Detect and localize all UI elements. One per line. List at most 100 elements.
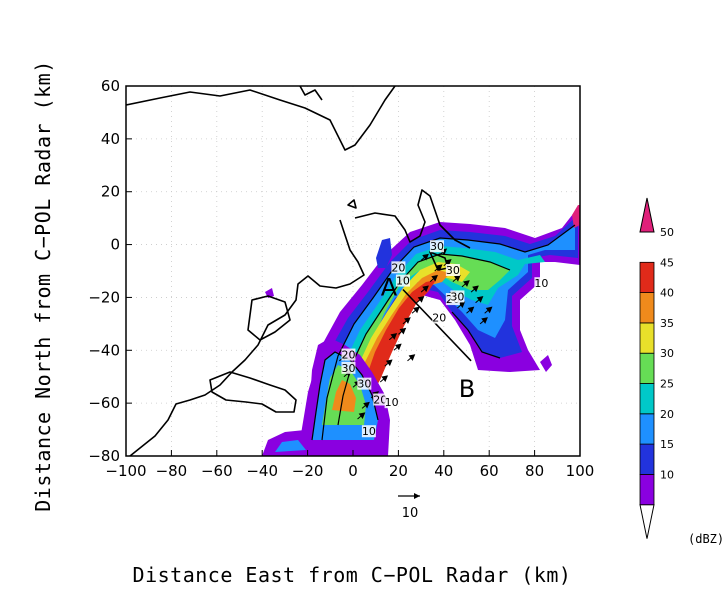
cross-section-start-label: A bbox=[381, 274, 398, 302]
echo-isolated-a bbox=[376, 238, 392, 268]
contour-label-bg bbox=[429, 240, 444, 253]
wind-arrow-head bbox=[381, 375, 389, 383]
y-tick-label: −40 bbox=[88, 341, 120, 359]
wind-arrow-head bbox=[435, 264, 443, 272]
coastline bbox=[126, 86, 471, 456]
contour-label: 30 bbox=[450, 290, 464, 303]
reference-vector-label: 10 bbox=[402, 506, 419, 521]
echo-isolated-b bbox=[540, 355, 552, 372]
x-axis-ticks: −100 −80 −60 −40 −20 0 20 40 60 80 100 bbox=[105, 450, 594, 480]
colorbar: 10 15 20 25 30 35 40 45 50 bbox=[639, 197, 674, 539]
contour-label-bg bbox=[450, 290, 465, 303]
wind-arrow-head bbox=[358, 412, 366, 420]
colorbar-tick-label: 20 bbox=[660, 408, 674, 421]
contour-label-bg bbox=[341, 361, 356, 374]
colorbar-tick-label: 15 bbox=[660, 438, 674, 451]
colorbar-bin bbox=[639, 197, 655, 233]
contour-label: 10 bbox=[396, 275, 410, 288]
colorbar-bin bbox=[639, 504, 655, 539]
echo-25dbz bbox=[330, 246, 545, 430]
contour-label: 10 bbox=[534, 277, 548, 290]
contour-label: 30 bbox=[341, 362, 355, 375]
colorbar-tick-label: 50 bbox=[660, 226, 674, 239]
contour-label: 20 bbox=[341, 349, 355, 362]
colorbar-tick-label: 35 bbox=[660, 317, 674, 330]
reference-vector: 10 bbox=[398, 493, 420, 521]
x-tick-label: 40 bbox=[434, 462, 453, 480]
x-tick-label: 100 bbox=[566, 462, 595, 480]
y-tick-label: 0 bbox=[110, 236, 120, 254]
wind-arrow-head bbox=[463, 280, 470, 287]
colorbar-bin bbox=[639, 292, 655, 324]
reference-vector-head bbox=[414, 493, 420, 499]
contour-label-bg bbox=[395, 274, 410, 287]
contour-label: 10 bbox=[385, 396, 399, 409]
x-tick-label: 20 bbox=[389, 462, 408, 480]
contour-label-bg bbox=[432, 311, 447, 324]
wind-arrow-head bbox=[458, 301, 466, 309]
wind-arrow-head bbox=[481, 317, 488, 324]
y-tick-label: 20 bbox=[101, 183, 120, 201]
wind-arrow-head bbox=[399, 327, 407, 335]
wind-arrow-head bbox=[390, 333, 398, 340]
colorbar-bin bbox=[639, 261, 655, 293]
echo-ne-edge bbox=[572, 205, 580, 228]
contour-label: 20 bbox=[432, 312, 446, 325]
wind-arrow-head bbox=[404, 317, 411, 324]
contour-label-bg bbox=[361, 425, 376, 438]
x-tick-label: −100 bbox=[105, 462, 146, 480]
y-tick-label: −80 bbox=[88, 447, 120, 465]
wind-arrow-head bbox=[472, 285, 479, 293]
contour-labels: 3020103010203020203030201010 bbox=[341, 240, 549, 438]
cross-section-end-label: B bbox=[459, 375, 475, 403]
wind-arrow-head bbox=[422, 285, 429, 293]
colorbar-tick-label: 25 bbox=[660, 378, 674, 391]
wind-arrow-head bbox=[476, 296, 484, 303]
x-tick-label: −20 bbox=[292, 462, 324, 480]
contour-label: 20 bbox=[373, 394, 387, 407]
contour-label-bg bbox=[534, 277, 549, 290]
x-axis-label: Distance East from C−POL Radar (km) bbox=[133, 563, 572, 587]
colorbar-bin bbox=[639, 413, 655, 445]
wind-arrow-head bbox=[385, 359, 393, 367]
wind-arrow-head bbox=[408, 354, 416, 361]
contour-label: 10 bbox=[362, 425, 376, 438]
contour-label: 30 bbox=[446, 264, 460, 277]
contour-label: 30 bbox=[357, 378, 371, 391]
contour-label-bg bbox=[445, 264, 460, 276]
x-tick-label: 60 bbox=[480, 462, 499, 480]
colorbar-units: (dBZ) bbox=[688, 532, 724, 546]
colorbar-bin bbox=[639, 352, 655, 384]
wind-arrow-head bbox=[467, 306, 475, 314]
wind-arrow-head bbox=[431, 274, 438, 282]
wind-arrow-head bbox=[444, 259, 452, 266]
echo-sw-cell-peak bbox=[332, 380, 356, 412]
wind-arrow-head bbox=[485, 306, 493, 314]
colorbar-tick-label: 30 bbox=[660, 347, 674, 360]
x-tick-label: 0 bbox=[348, 462, 358, 480]
reflectivity-field bbox=[126, 86, 580, 456]
wind-arrow-head bbox=[413, 306, 420, 314]
contour-label-bg bbox=[341, 348, 356, 361]
x-tick-label: −80 bbox=[156, 462, 188, 480]
y-tick-label: 40 bbox=[101, 130, 120, 148]
wind-arrow-head bbox=[422, 253, 429, 261]
contour-label-bg bbox=[373, 393, 388, 406]
colorbar-bin bbox=[639, 473, 655, 506]
x-tick-label: −60 bbox=[201, 462, 233, 480]
colorbar-bin bbox=[639, 383, 655, 415]
echo-45dbz bbox=[362, 280, 436, 398]
wind-arrow-head bbox=[363, 401, 370, 409]
colorbar-bin bbox=[639, 443, 655, 475]
y-tick-label: −60 bbox=[88, 394, 120, 412]
colorbar-tick-label: 45 bbox=[660, 256, 674, 269]
contour-label-bg bbox=[391, 261, 406, 274]
wind-arrow-head bbox=[417, 296, 425, 303]
contour-label-bg bbox=[357, 377, 372, 390]
colorbar-bin bbox=[639, 322, 655, 354]
contour-label-bg bbox=[384, 396, 399, 409]
contour-label: 20 bbox=[391, 261, 405, 274]
colorbar-tick-label: 40 bbox=[660, 287, 674, 300]
colorbar-tick-label: 10 bbox=[660, 468, 674, 481]
